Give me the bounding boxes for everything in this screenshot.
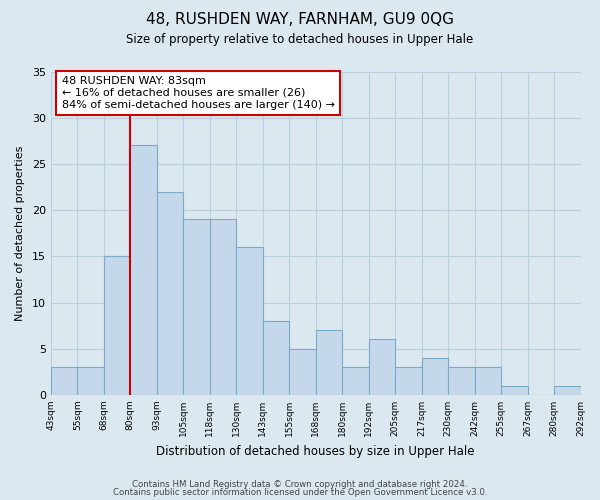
Bar [104,256,130,395]
Bar [77,367,104,395]
Text: 48 RUSHDEN WAY: 83sqm
← 16% of detached houses are smaller (26)
84% of semi-deta: 48 RUSHDEN WAY: 83sqm ← 16% of detached … [62,76,335,110]
Bar [210,220,236,395]
Bar [289,348,316,395]
Text: Contains HM Land Registry data © Crown copyright and database right 2024.: Contains HM Land Registry data © Crown c… [132,480,468,489]
Bar [157,192,184,395]
Bar [422,358,448,395]
Bar [184,220,210,395]
Text: 48, RUSHDEN WAY, FARNHAM, GU9 0QG: 48, RUSHDEN WAY, FARNHAM, GU9 0QG [146,12,454,28]
Bar [395,367,422,395]
Bar [342,367,368,395]
Bar [316,330,342,395]
Bar [475,367,501,395]
Bar [51,367,77,395]
Bar [236,247,263,395]
Y-axis label: Number of detached properties: Number of detached properties [15,146,25,321]
Bar [448,367,475,395]
Bar [368,340,395,395]
Bar [554,386,581,395]
Text: Size of property relative to detached houses in Upper Hale: Size of property relative to detached ho… [127,32,473,46]
X-axis label: Distribution of detached houses by size in Upper Hale: Distribution of detached houses by size … [157,444,475,458]
Bar [130,146,157,395]
Text: Contains public sector information licensed under the Open Government Licence v3: Contains public sector information licen… [113,488,487,497]
Bar [263,321,289,395]
Bar [501,386,527,395]
